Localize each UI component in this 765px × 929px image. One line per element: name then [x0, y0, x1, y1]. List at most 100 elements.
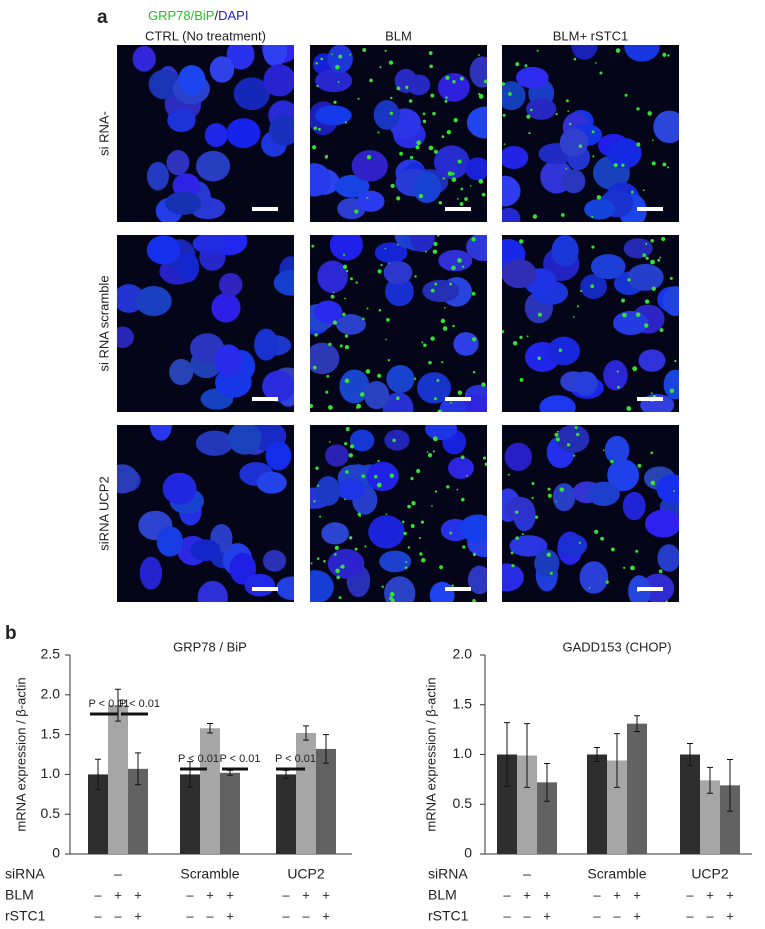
bar — [180, 774, 200, 854]
green-dot — [362, 48, 367, 52]
green-dot — [334, 553, 337, 556]
green-dot — [396, 244, 399, 246]
bar — [108, 705, 128, 854]
nucleus — [559, 128, 589, 157]
nucleus — [148, 69, 180, 100]
stain-green: GRP78/BiP — [148, 8, 214, 23]
green-dot — [348, 536, 353, 540]
green-dot — [421, 557, 426, 563]
green-dot — [651, 161, 656, 166]
green-dot — [349, 444, 355, 449]
nucleus — [195, 430, 234, 456]
nucleus — [117, 326, 134, 348]
green-dot — [566, 443, 571, 447]
error-bar — [207, 722, 213, 734]
green-dot — [588, 587, 591, 589]
condition-mark: – — [706, 908, 714, 923]
green-dot — [568, 122, 572, 126]
green-dot — [674, 359, 677, 363]
error-bar — [303, 725, 309, 741]
green-dot — [635, 312, 641, 318]
green-dot — [615, 48, 621, 53]
bar — [700, 780, 720, 854]
bar — [720, 785, 740, 854]
green-dot — [452, 324, 455, 328]
green-dot — [396, 196, 401, 201]
nucleus — [197, 580, 228, 602]
green-dot — [472, 598, 476, 602]
nucleus — [534, 549, 560, 577]
green-dot — [411, 500, 416, 506]
green-dot — [427, 453, 433, 458]
green-dot — [378, 308, 382, 312]
error-bar — [135, 752, 141, 786]
y-tick-label: 0.5 — [453, 795, 473, 811]
nucleus — [329, 235, 363, 261]
nucleus — [607, 459, 639, 492]
green-dot — [457, 390, 463, 395]
condition-mark: – — [186, 887, 194, 902]
green-dot — [330, 294, 335, 299]
error-bar — [614, 733, 620, 788]
green-dot — [315, 61, 318, 65]
green-dot — [632, 366, 638, 372]
green-dot — [388, 262, 390, 265]
condition-mark: + — [633, 908, 641, 923]
green-dot — [503, 143, 506, 145]
error-bar — [504, 722, 510, 787]
stain-sep: / — [214, 8, 218, 23]
condition-mark: – — [186, 908, 194, 923]
green-dot — [389, 591, 395, 597]
row-label: rSTC1 — [5, 908, 46, 924]
nucleus — [579, 561, 609, 594]
green-dot — [432, 450, 435, 453]
green-dot — [437, 409, 443, 412]
green-dot — [384, 49, 387, 52]
nucleus — [317, 260, 348, 293]
green-dot — [311, 244, 315, 248]
nucleus — [558, 533, 588, 557]
green-dot — [642, 253, 647, 257]
green-dot — [409, 155, 414, 160]
green-dot — [650, 451, 653, 455]
green-dot — [324, 155, 328, 159]
green-dot — [549, 571, 553, 575]
condition-mark: – — [593, 908, 601, 923]
green-dot — [334, 545, 339, 550]
bar — [607, 760, 627, 854]
green-dot — [314, 333, 318, 337]
green-dot — [359, 392, 365, 397]
condition-mark: + — [226, 887, 234, 902]
panel-label: b — [5, 623, 17, 644]
nucleus — [467, 565, 487, 595]
green-dot — [636, 142, 641, 147]
green-dot — [591, 245, 595, 249]
nucleus — [325, 444, 349, 467]
micrograph-content — [310, 235, 487, 412]
green-dot — [365, 369, 371, 374]
green-dot — [338, 596, 342, 600]
column-header: BLM+ rSTC1 — [553, 28, 629, 43]
row-label: BLM — [428, 887, 457, 903]
green-dot — [669, 276, 673, 280]
micrograph — [117, 45, 294, 222]
green-dot — [667, 166, 670, 169]
y-tick-label: 2.0 — [453, 646, 473, 662]
nucleus — [149, 425, 172, 441]
green-dot — [667, 54, 670, 57]
green-dot — [433, 397, 437, 401]
green-dot — [389, 111, 394, 115]
nucleus — [192, 235, 227, 254]
significance-label: P < 0.01 — [219, 753, 260, 765]
nucleus — [169, 358, 194, 386]
error-bar — [594, 747, 600, 762]
green-dot — [576, 432, 580, 437]
condition-mark: – — [686, 887, 694, 902]
nucleus — [315, 476, 341, 506]
significance-label: P < 0.01 — [275, 753, 316, 765]
nucleus — [516, 66, 549, 89]
nucleus — [368, 515, 405, 549]
green-dot — [348, 453, 354, 458]
green-dot — [354, 209, 359, 214]
bar — [220, 772, 240, 854]
